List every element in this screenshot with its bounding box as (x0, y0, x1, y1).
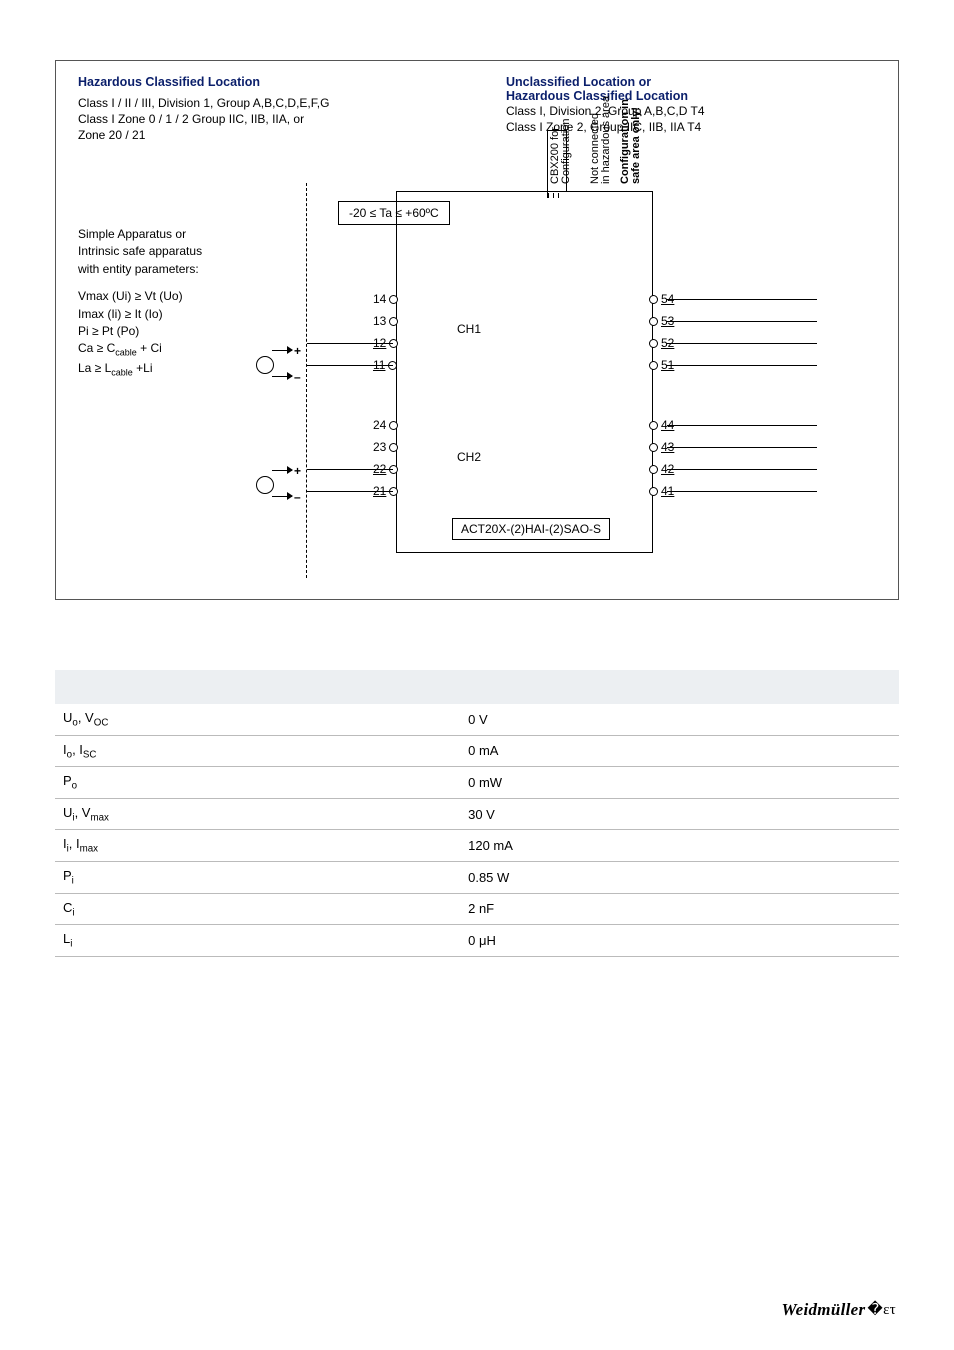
table-row: Ii, Imax120 mA (55, 830, 899, 862)
sensor-icon: +– (256, 466, 296, 504)
vbox-label: safe area only! (630, 107, 642, 184)
wire (667, 343, 817, 344)
terminal: 23 (373, 440, 386, 454)
zone-divider (306, 183, 307, 578)
wire (667, 447, 817, 448)
unclassified-line: Class I, Division 2, Group A,B,C,D T4 (506, 103, 866, 119)
entity-line: Ca ≥ Ccable + Ci (78, 340, 202, 359)
apparatus-line: with entity parameters: (78, 261, 202, 278)
wire (667, 491, 817, 492)
param-value: 2 nF (460, 893, 899, 925)
param-key: Po (55, 767, 460, 799)
table-row: Pi0.85 W (55, 861, 899, 893)
param-key: Pi (55, 861, 460, 893)
entity-line: Imax (Ii) ≥ It (Io) (78, 306, 202, 323)
param-key: Ci (55, 893, 460, 925)
wire (307, 365, 393, 366)
wire (667, 365, 817, 366)
vbox-label: Configuration (560, 119, 572, 184)
weidmuller-logo: Weidmüller�ετ (781, 1300, 894, 1320)
hazardous-line: Class I Zone 0 / 1 / 2 Group IIC, IIB, I… (78, 111, 458, 127)
wire (667, 321, 817, 322)
table-row: Ci2 nF (55, 893, 899, 925)
hazardous-heading: Hazardous Classified Location (78, 75, 458, 89)
param-key: Li (55, 925, 460, 957)
entity-line: La ≥ Lcable +Li (78, 360, 202, 379)
terminal: 14 (373, 292, 386, 306)
wire (667, 299, 817, 300)
unclassified-heading: Unclassified Location or (506, 75, 866, 89)
apparatus-text: Simple Apparatus or Intrinsic safe appar… (78, 226, 202, 379)
table-row: Po0 mW (55, 767, 899, 799)
terminal: 13 (373, 314, 386, 328)
wire (307, 469, 393, 470)
param-key: Uo, VOC (55, 704, 460, 735)
parameters-table: Uo, VOC0 VIo, ISC0 mAPo0 mWUi, Vmax30 VI… (55, 670, 899, 957)
param-value: 0 mW (460, 767, 899, 799)
apparatus-line: Simple Apparatus or (78, 226, 202, 243)
param-value: 0 V (460, 704, 899, 735)
param-value: 0.85 W (460, 861, 899, 893)
logo-symbol: �ετ (867, 1302, 896, 1318)
table-row: Io, ISC0 mA (55, 735, 899, 767)
entity-line: Pi ≥ Pt (Po) (78, 323, 202, 340)
vbox-label: in hazardous area (600, 96, 612, 184)
wire (667, 469, 817, 470)
hazardous-location-block: Hazardous Classified Location Class I / … (78, 75, 458, 144)
table-row: Li0 μH (55, 925, 899, 957)
apparatus-line: Intrinsic safe apparatus (78, 243, 202, 260)
table-row: Uo, VOC0 V (55, 704, 899, 735)
diagram-box: Hazardous Classified Location Class I / … (55, 60, 899, 600)
param-value: 0 μH (460, 925, 899, 957)
param-value: 120 mA (460, 830, 899, 862)
param-key: Ii, Imax (55, 830, 460, 862)
hatch-icon (547, 190, 566, 198)
unclassified-heading2: Hazardous Classified Location (506, 89, 866, 103)
param-value: 0 mA (460, 735, 899, 767)
param-value: 30 V (460, 798, 899, 830)
hazardous-line: Class I / II / III, Division 1, Group A,… (78, 95, 458, 111)
device-model-label: ACT20X-(2)HAI-(2)SAO-S (452, 518, 610, 540)
param-key: Ui, Vmax (55, 798, 460, 830)
sensor-icon: +– (256, 346, 296, 384)
param-key: Io, ISC (55, 735, 460, 767)
table-row: Ui, Vmax30 V (55, 798, 899, 830)
hazardous-line: Zone 20 / 21 (78, 127, 458, 143)
channel-label: CH2 (457, 450, 481, 464)
wire (307, 343, 393, 344)
channel-label: CH1 (457, 322, 481, 336)
terminal: 24 (373, 418, 386, 432)
wire (667, 425, 817, 426)
wire (307, 491, 393, 492)
entity-line: Vmax (Ui) ≥ Vt (Uo) (78, 288, 202, 305)
table-header-row (55, 670, 899, 704)
device-module: CBX200 for Configuration Not connected i… (396, 191, 653, 553)
